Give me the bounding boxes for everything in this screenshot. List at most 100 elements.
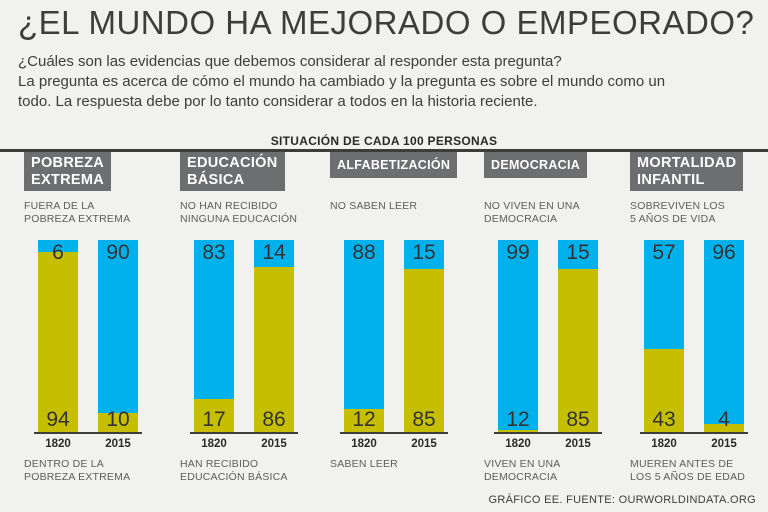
bottom-caption: MUEREN ANTES DE LOS 5 AÑOS DE EDAD [630, 458, 768, 484]
divider-line [0, 149, 768, 152]
value-label-bottom: 17 [202, 408, 226, 431]
panel-label: ALFABETIZACIÓN [330, 152, 458, 178]
baseline [640, 432, 748, 434]
caption-line: INFANTIL [637, 172, 705, 188]
panel-mortalidad-infantil: MORTALIDAD INFANTIL SOBREVIVEN LOS 5 AÑOS D… [630, 152, 768, 492]
year-label: 2015 [261, 438, 287, 450]
year-label: 1820 [201, 438, 227, 450]
bar-mortalidad-infantil-2015: 96 4 [704, 240, 744, 432]
caption-line: EDUCACIÓN BÁSICA [180, 471, 288, 483]
bar-segment-top [98, 240, 138, 413]
intro-line: La pregunta es acerca de cómo el mundo h… [18, 73, 666, 90]
value-label-top: 57 [652, 241, 676, 264]
page-title: ¿EL MUNDO HA MEJORADO O EMPEORADO? [18, 4, 755, 41]
top-caption: FUERA DE LA POBREZA EXTREMA [24, 200, 164, 226]
baseline [494, 432, 602, 434]
year-label: 2015 [105, 438, 131, 450]
bar-segment-top [38, 240, 78, 252]
top-caption: NO VIVEN EN UNA DEMOCRACIA [484, 200, 624, 226]
caption-line: SOBREVIVEN LOS [630, 200, 725, 212]
value-label-top: 6 [52, 241, 64, 264]
caption-line: EXTREMA [31, 172, 104, 188]
value-label-top: 99 [506, 241, 530, 264]
panel-pobreza-extrema: POBREZA EXTREMA FUERA DE LA POBREZA EXTREMA… [24, 152, 164, 492]
caption-line: BÁSICA [187, 172, 245, 188]
baseline [34, 432, 142, 434]
caption-line: MORTALIDAD [637, 155, 737, 171]
bottom-caption: VIVEN EN UNA DEMOCRACIA [484, 458, 624, 484]
caption-line: NO VIVEN EN UNA [484, 200, 580, 212]
value-label-top: 83 [202, 241, 226, 264]
value-label-bottom: 85 [566, 408, 590, 431]
value-label-bottom: 4 [718, 408, 730, 431]
bar-educacion-basica-1820: 83 17 [194, 240, 234, 432]
bar-segment-top [498, 240, 538, 431]
panel-educacion-basica: EDUCACIÓN BÁSICA NO HAN RECIBIDO NINGUNA ED… [180, 152, 320, 492]
panel-label: MORTALIDAD INFANTIL [630, 152, 744, 191]
caption-line: ALFABETIZACIÓN [337, 158, 451, 172]
value-label-bottom: 94 [46, 408, 70, 431]
caption-line: VIVEN EN UNA [484, 458, 561, 470]
value-label-top: 96 [712, 241, 736, 264]
bar-alfabetizacion-2015: 15 85 [404, 240, 444, 432]
caption-line: POBREZA EXTREMA [24, 471, 131, 483]
year-label: 1820 [651, 438, 677, 450]
value-label-bottom: 12 [352, 408, 376, 431]
caption-line: EDUCACIÓN [187, 155, 278, 171]
caption-line: 5 AÑOS DE VIDA [630, 213, 716, 225]
bar-democracia-2015: 15 85 [558, 240, 598, 432]
year-label: 1820 [505, 438, 531, 450]
year-label: 1820 [351, 438, 377, 450]
value-label-top: 90 [106, 241, 130, 264]
caption-line: FUERA DE LA [24, 200, 95, 212]
caption-line: DEMOCRACIA [484, 471, 558, 483]
caption-line: LOS 5 AÑOS DE EDAD [630, 471, 746, 483]
panel-label: DEMOCRACIA [484, 152, 588, 178]
year-label: 1820 [45, 438, 71, 450]
bar-segment-top [194, 240, 234, 400]
top-caption: NO HAN RECIBIDO NINGUNA EDUCACIÓN [180, 200, 320, 226]
caption-line: DEMOCRACIA [484, 213, 558, 225]
bar-segment-top [404, 240, 444, 269]
intro-line: ¿Cuáles son las evidencias que debemos c… [18, 53, 562, 70]
chart-subtitle: SITUACIÓN DE CADA 100 PERSONAS [270, 134, 498, 148]
value-label-bottom: 10 [106, 408, 130, 431]
bar-pobreza-extrema-1820: 6 94 [38, 240, 78, 432]
bottom-caption: DENTRO DE LA POBREZA EXTREMA [24, 458, 164, 484]
panel-democracia: DEMOCRACIA NO VIVEN EN UNA DEMOCRACIA 99 12 1… [484, 152, 624, 492]
caption-line: POBREZA EXTREMA [24, 213, 131, 225]
caption-line: DEMOCRACIA [491, 158, 581, 172]
value-label-bottom: 86 [262, 408, 286, 431]
bar-educacion-basica-2015: 14 86 [254, 240, 294, 432]
baseline [340, 432, 448, 434]
caption-line: NO SABEN LEER [330, 200, 418, 212]
value-label-top: 15 [566, 241, 590, 264]
top-caption: NO SABEN LEER [330, 200, 470, 213]
value-label-bottom: 85 [412, 408, 436, 431]
value-label-bottom: 12 [506, 408, 530, 431]
source-credit: GRÁFICO EE. FUENTE: OURWORLDINDATA.ORG [488, 494, 756, 506]
bottom-caption: HAN RECIBIDO EDUCACIÓN BÁSICA [180, 458, 320, 484]
bar-mortalidad-infantil-1820: 57 43 [644, 240, 684, 432]
bar-pobreza-extrema-2015: 90 10 [98, 240, 138, 432]
year-label: 2015 [411, 438, 437, 450]
intro-text: ¿Cuáles son las evidencias que debemos c… [18, 52, 758, 112]
value-label-top: 88 [352, 241, 376, 264]
caption-line: NO HAN RECIBIDO [180, 200, 278, 212]
caption-line: SABEN LEER [330, 458, 398, 470]
bar-segment-top [254, 240, 294, 267]
value-label-top: 14 [262, 241, 286, 264]
caption-line: NINGUNA EDUCACIÓN [180, 213, 298, 225]
bar-democracia-1820: 99 12 [498, 240, 538, 432]
bar-segment-top [558, 240, 598, 269]
intro-line: todo. La respuesta debe por lo tanto con… [18, 93, 538, 110]
bar-segment-top [704, 240, 744, 425]
caption-line: HAN RECIBIDO [180, 458, 259, 470]
top-caption: SOBREVIVEN LOS 5 AÑOS DE VIDA [630, 200, 768, 226]
year-label: 2015 [711, 438, 737, 450]
caption-line: MUEREN ANTES DE [630, 458, 734, 470]
caption-line: DENTRO DE LA [24, 458, 104, 470]
bar-segment-top [344, 240, 384, 409]
panel-alfabetizacion: ALFABETIZACIÓN NO SABEN LEER 88 12 1820 15 85 2… [330, 152, 470, 492]
caption-line: POBREZA [31, 155, 104, 171]
